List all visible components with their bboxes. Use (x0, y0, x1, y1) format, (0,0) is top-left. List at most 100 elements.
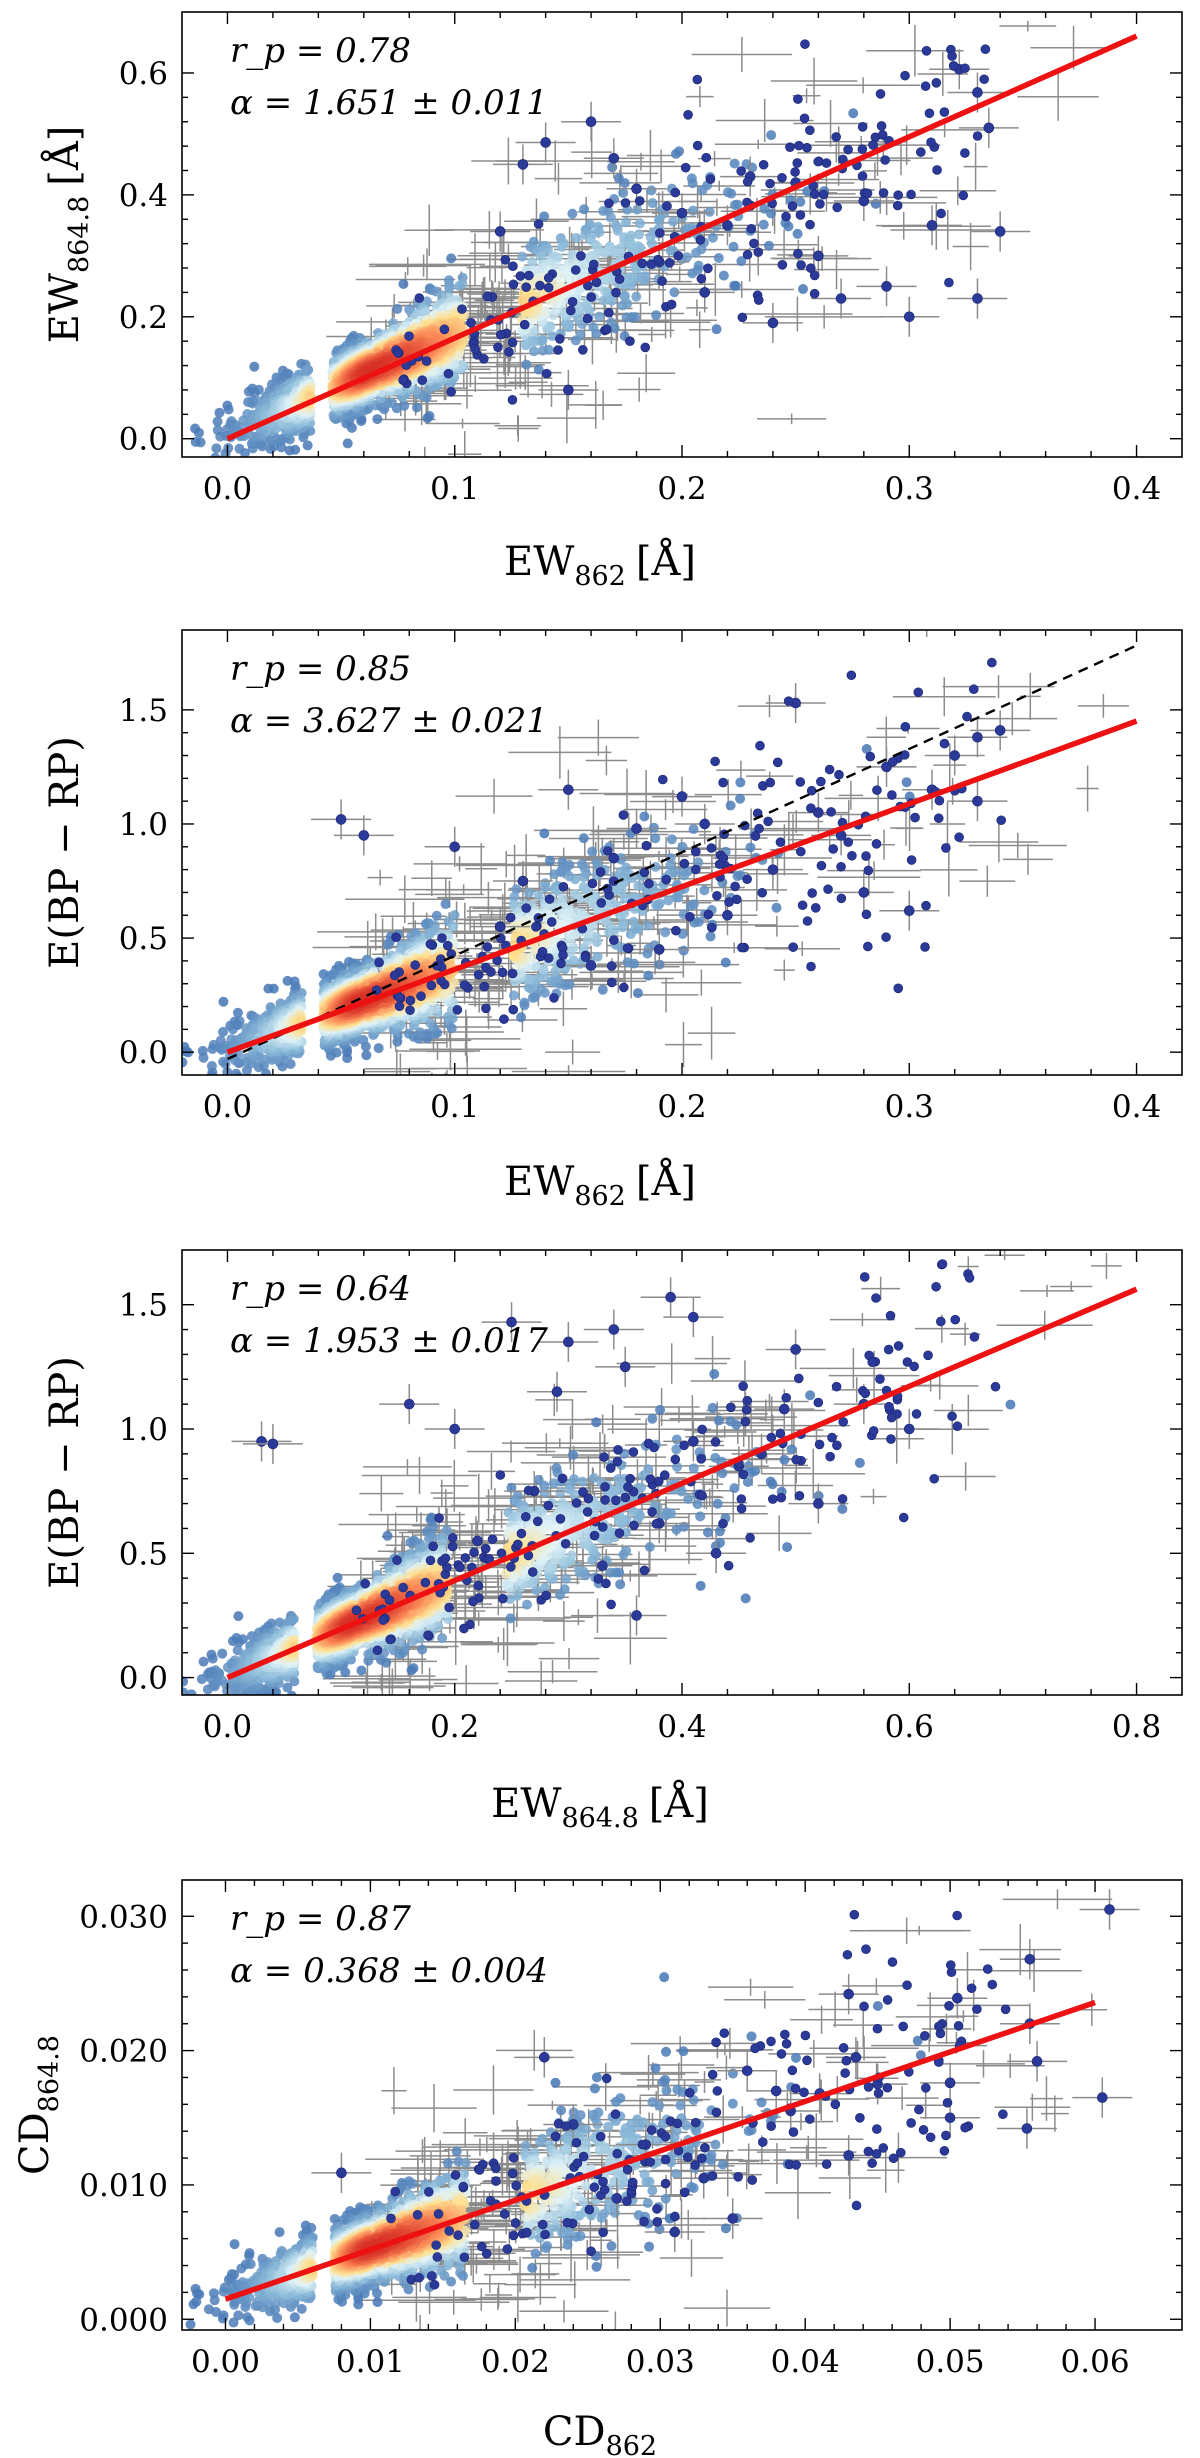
data-point (544, 894, 555, 904)
data-point (505, 912, 516, 923)
data-point (613, 1445, 623, 1455)
data-point (439, 324, 450, 335)
data-point (726, 1402, 736, 1413)
data-point (883, 1344, 894, 1355)
data-point (473, 1580, 484, 1591)
data-point (637, 258, 647, 269)
data-point (823, 884, 833, 895)
data-point (662, 201, 672, 211)
data-point (906, 855, 917, 865)
data-point (882, 2082, 893, 2093)
data-point (862, 188, 873, 199)
data-point (737, 942, 747, 953)
data-point (351, 1605, 362, 1616)
data-point (426, 980, 437, 991)
data-point (850, 2052, 862, 2063)
data-point (861, 851, 871, 861)
data-point (843, 2150, 854, 2161)
y-axis-label: EW864.8[Å] (41, 126, 95, 344)
data-point (517, 875, 529, 887)
data-point (906, 2118, 916, 2128)
data-point (887, 790, 897, 800)
data-point (887, 1957, 898, 1967)
data-point (939, 738, 950, 749)
plot-area (182, 630, 1138, 1075)
data-point (596, 898, 607, 908)
data-point (964, 1273, 975, 1283)
x-tick-label: 0.3 (885, 1089, 934, 1125)
data-point (758, 159, 769, 170)
data-point (935, 1316, 946, 1327)
data-point (950, 1314, 961, 1325)
y-tick-label: 0.5 (119, 921, 168, 957)
data-point (802, 2055, 812, 2066)
data-point (972, 87, 983, 98)
data-point (796, 260, 806, 270)
data-point (511, 2180, 522, 2191)
data-point (537, 2219, 548, 2230)
data-point (775, 837, 786, 847)
data-point (806, 961, 816, 972)
data-point (944, 277, 954, 288)
outlier-points (311, 1889, 1140, 2290)
y-tick-label: 0.2 (119, 300, 168, 336)
data-point (647, 1507, 657, 1517)
data-point (816, 776, 826, 787)
data-point (824, 764, 835, 775)
x-tick-label: 0.1 (430, 1089, 479, 1125)
data-point (646, 259, 657, 269)
data-point (920, 2083, 931, 2093)
data-point (944, 2077, 956, 2089)
data-point (832, 202, 842, 213)
data-point (757, 887, 767, 898)
data-point (913, 687, 924, 698)
y-tick-label: 0.010 (79, 2168, 168, 2204)
data-point (861, 1944, 871, 1954)
data-point (410, 960, 420, 970)
data-point (875, 1374, 885, 1384)
data-point (807, 888, 817, 898)
data-point (926, 220, 938, 231)
fit-line (226, 718, 1138, 1055)
data-point (843, 144, 853, 155)
data-point (698, 2172, 710, 2184)
data-point (931, 78, 942, 88)
data-point (785, 142, 795, 153)
data-point (523, 1485, 534, 1496)
data-point (960, 148, 970, 158)
data-point (902, 1357, 913, 1367)
data-point (882, 1995, 893, 2005)
data-point (571, 2137, 582, 2148)
data-point (790, 2083, 801, 2094)
data-point (612, 2148, 623, 2159)
data-point (495, 1470, 506, 1480)
data-point (565, 305, 576, 316)
data-point (543, 282, 554, 293)
data-point (778, 1403, 790, 1415)
y-tick-label: 0.000 (79, 2302, 168, 2338)
data-point (601, 324, 612, 335)
data-point (910, 812, 920, 823)
data-point (531, 922, 541, 932)
data-point (679, 1440, 689, 1451)
data-point (861, 909, 872, 920)
data-point (813, 1498, 824, 1509)
data-point (578, 345, 588, 355)
data-point (440, 1553, 451, 1564)
data-point (541, 368, 552, 379)
data-point (527, 1567, 538, 1577)
data-point (672, 2118, 683, 2129)
data-point (449, 1423, 461, 1435)
data-point (417, 375, 428, 385)
data-point (510, 2218, 521, 2228)
data-point (664, 258, 675, 268)
data-point (749, 238, 759, 249)
data-point (885, 1310, 896, 1321)
data-point (712, 890, 722, 901)
data-point (884, 1401, 894, 1412)
data-point (532, 1516, 543, 1527)
data-point (394, 992, 405, 1003)
data-point (805, 263, 816, 273)
data-point (404, 331, 414, 341)
data-point (607, 977, 617, 988)
